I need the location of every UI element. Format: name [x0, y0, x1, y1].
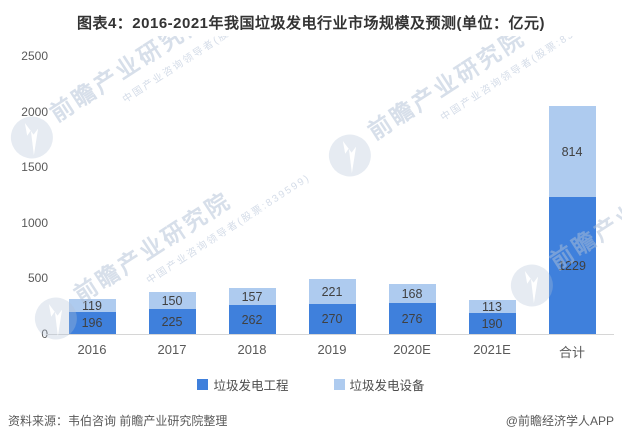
legend-item: 垃圾发电设备	[333, 375, 425, 394]
y-axis-tick-label: 0	[41, 327, 48, 341]
bar-group-2020E: 168 276	[372, 48, 452, 334]
bar-segment: 225	[148, 309, 196, 334]
bar-segment: 262	[228, 305, 276, 334]
y-axis-tick-label: 1000	[21, 215, 48, 230]
bar-value-label: 119	[82, 298, 102, 313]
legend-label: 垃圾发电设备	[349, 379, 425, 393]
x-axis: 2016 2017 2018 2019 2020E 2021E 合计	[52, 342, 612, 361]
y-axis-tick-label: 2000	[21, 104, 48, 119]
bar-value-label: 157	[241, 289, 263, 304]
y-axis-tick-label: 1500	[21, 160, 48, 175]
x-axis-label: 2017	[157, 342, 187, 357]
bar-value-label: 262	[241, 312, 263, 327]
source-note: 资料来源：韦伯咨询 前瞻产业研究院整理	[8, 414, 228, 428]
bar-segment: 168	[388, 284, 436, 303]
bar-value-label: 168	[401, 286, 423, 301]
bar-segment: 276	[388, 303, 436, 334]
bar-group-2021E: 113 190	[452, 48, 532, 334]
bar-segment: 150	[148, 292, 196, 309]
y-axis-tick-label: 2500	[21, 49, 48, 63]
bar-group-2016: 119 196	[52, 48, 132, 334]
bar-value-label: 190	[481, 316, 503, 331]
y-axis-tick-label: 500	[27, 271, 48, 286]
x-axis-label: 2018	[237, 342, 267, 357]
plot-area: 119 196 150 225 157 262 221 270 168 276 113 190 814 1…	[52, 48, 612, 334]
legend-item: 垃圾发电工程	[197, 375, 289, 394]
x-axis-label: 2016	[77, 342, 107, 357]
bar-segment: 221	[308, 279, 356, 304]
bar-value-label: 814	[561, 144, 583, 159]
bar-segment: 1229	[548, 197, 596, 334]
bar-value-label: 1229	[558, 258, 586, 273]
bar-value-label: 225	[161, 314, 183, 329]
legend-label: 垃圾发电工程	[213, 379, 289, 393]
bar-group-2018: 157 262	[212, 48, 292, 334]
x-axis-label: 2021E	[473, 342, 511, 357]
x-axis-label: 2019	[317, 342, 347, 357]
bar-value-label: 196	[81, 316, 103, 330]
chart-title: 图表4：2016-2021年我国垃圾发电行业市场规模及预测(单位：亿元)	[76, 15, 546, 32]
x-axis-label: 2020E	[393, 342, 431, 357]
bar-segment: 190	[468, 313, 516, 334]
bar-segment: 270	[308, 304, 356, 334]
bar-value-label: 270	[321, 312, 343, 326]
bar-group-合计: 814 1229	[532, 48, 612, 334]
bar-group-2017: 150 225	[132, 48, 212, 334]
bar-segment: 157	[228, 288, 276, 305]
bar-segment: 119	[68, 298, 116, 313]
bar-segment: 814	[548, 106, 596, 197]
bar-value-label: 150	[161, 293, 183, 308]
footer: 资料来源：韦伯咨询 前瞻产业研究院整理 @前瞻经济学人APP	[8, 412, 614, 429]
legend-swatch-icon	[197, 379, 209, 390]
legend-swatch-icon	[333, 379, 345, 390]
bar-value-label: 113	[482, 299, 502, 314]
bar-value-label: 221	[321, 284, 343, 299]
legend: 垃圾发电工程 垃圾发电设备	[0, 375, 622, 394]
bar-value-label: 276	[401, 311, 423, 326]
bar-group-2019: 221 270	[292, 48, 372, 334]
bar-segment: 196	[68, 312, 116, 334]
bar-segment: 113	[468, 299, 516, 314]
x-axis-line	[46, 334, 614, 335]
credit-note: @前瞻经济学人APP	[505, 414, 614, 428]
x-axis-label: 合计	[558, 345, 585, 360]
